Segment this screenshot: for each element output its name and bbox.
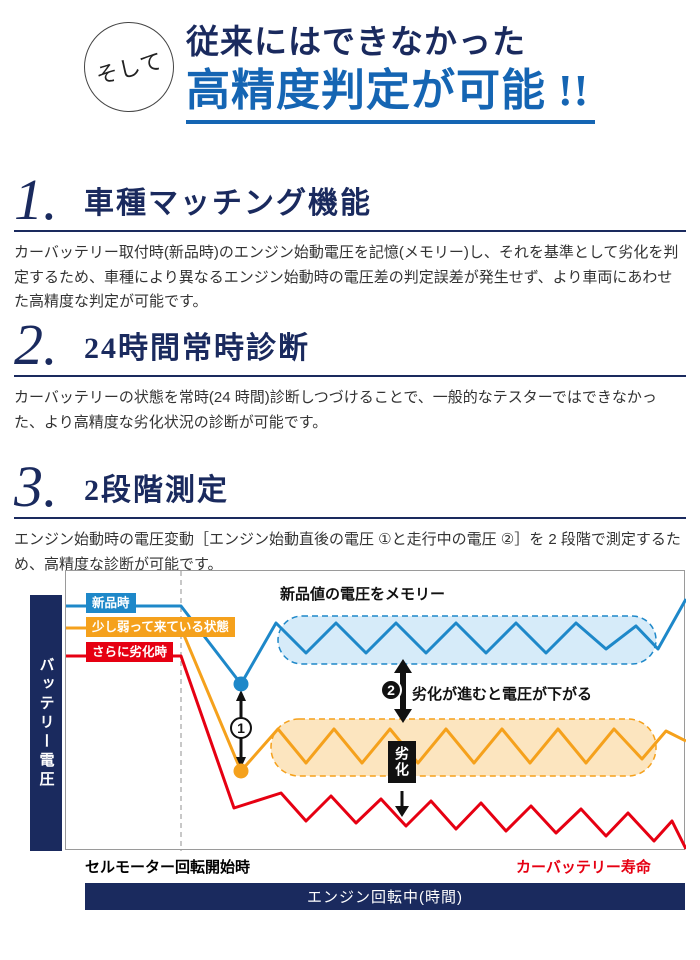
marker1-badge: 1 <box>230 717 252 739</box>
x-axis-start-label: セルモーター回転開始時 <box>85 859 251 876</box>
deterioration-arrow <box>395 791 409 817</box>
section-3-rule <box>14 517 686 520</box>
memory-annotation: 新品値の電圧をメモリー <box>280 586 446 603</box>
marker2-badge: 2 <box>380 679 402 701</box>
memory-region <box>277 615 657 665</box>
y-axis-label: バッテリー電圧 <box>30 595 62 851</box>
section-1-heading: 1. 車種マッチング機能 <box>0 167 700 232</box>
feature-section-3: 3. 2段階測定 エンジン始動時の電圧変動［エンジン始動直後の電圧 ①と走行中の… <box>0 454 700 577</box>
section-3-body: エンジン始動時の電圧変動［エンジン始動直後の電圧 ①と走行中の電圧 ②］を 2 … <box>14 531 681 573</box>
deterioration-flag: 劣化 <box>388 741 416 783</box>
section-3-title: 2段階測定 <box>84 474 229 508</box>
hero-text: 従来にはできなかった 高精度判定が可能 !! <box>186 24 596 125</box>
x-axis-label: エンジン回転中(時間) <box>85 883 685 910</box>
chart-svg <box>66 571 686 851</box>
measure-dot <box>233 763 249 779</box>
section-2-heading: 2. 24時間常時診断 <box>0 312 700 377</box>
feature-section-2: 2. 24時間常時診断 カーバッテリーの状態を常時(24 時間)診断しつづけるこ… <box>0 312 700 435</box>
marker2-arrow <box>394 659 412 723</box>
section-2-number: 2. <box>14 312 58 377</box>
hero: そして 従来にはできなかった 高精度判定が可能 !! <box>0 0 700 165</box>
series-layer <box>66 598 686 850</box>
series-line-degraded <box>66 654 686 850</box>
section-2-title: 24時間常時診断 <box>84 332 310 366</box>
series-line-weakened <box>66 626 686 773</box>
hero-badge-text: そして <box>93 48 166 89</box>
section-3-heading: 3. 2段階測定 <box>0 454 700 519</box>
hero-badge-circle: そして <box>84 22 174 112</box>
hero-headline: 高精度判定が可能 !! <box>186 64 596 125</box>
hero-line1: 従来にはできなかった <box>186 25 526 61</box>
section-1-number: 1. <box>14 167 58 232</box>
section-1-body: カーバッテリー取付時(新品時)のエンジン始動電圧を記憶(メモリー)し、それを基準… <box>14 244 679 310</box>
section-3-number: 3. <box>14 454 58 519</box>
measure-dot <box>233 676 249 692</box>
battery-life-label: カーバッテリー寿命 <box>516 859 651 876</box>
voltage-chart: バッテリー電圧 新品時 少し弱って来ている状態 <box>0 570 700 960</box>
section-2-rule <box>14 375 686 378</box>
feature-section-1: 1. 車種マッチング機能 カーバッテリー取付時(新品時)のエンジン始動電圧を記憶… <box>0 167 700 314</box>
chart-plot-area: 新品時 少し弱って来ている状態 さらに劣化時 新品値の電圧をメモリー 1 2 劣… <box>65 570 686 851</box>
voltage-drop-annotation: 劣化が進むと電圧が下がる <box>412 686 593 703</box>
legend-chip-new: 新品時 <box>86 593 136 614</box>
legend-chip-weakened: 少し弱って来ている状態 <box>86 617 235 638</box>
series-line-new <box>66 598 686 686</box>
dots-layer <box>233 676 249 779</box>
section-1-title: 車種マッチング機能 <box>84 187 372 221</box>
section-1-rule <box>14 230 686 233</box>
section-2-body: カーバッテリーの状態を常時(24 時間)診断しつづけることで、一般的なテスターで… <box>14 389 657 431</box>
legend-chip-degraded: さらに劣化時 <box>86 642 174 663</box>
